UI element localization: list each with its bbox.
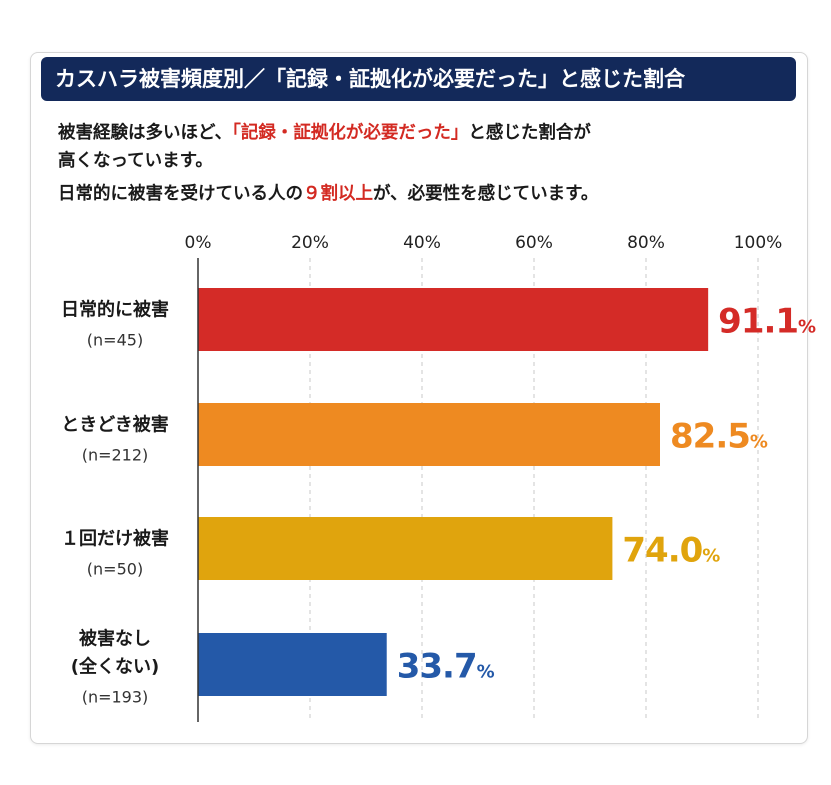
tick-label: 60% [515,233,553,253]
description-highlight: 「記録・証拠化が必要だった」 [232,123,469,143]
description-text: 被害経験は多いほど、 [58,123,233,143]
data-label: 91.1% [718,302,816,342]
category-n-label: (n=50) [87,560,143,579]
category-label: ときどき被害 [61,414,168,436]
category-label: 日常的に被害 [61,299,169,321]
tick-label: 80% [627,233,665,253]
category-n-label: (n=193) [82,688,149,707]
bar [198,403,660,466]
data-label: 82.5% [670,417,768,457]
category-n-label: (n=45) [87,331,143,350]
chart-card [30,52,808,744]
bar [198,517,613,580]
description-text: と感じた割合が [468,123,591,143]
tick-label: 0% [185,233,212,253]
bar [198,288,709,351]
description-line-3: 日常的に被害を受けている人の９割以上が、必要性を感じています。 [58,181,598,207]
description-line-1: 被害経験は多いほど、「記録・証拠化が必要だった」と感じた割合が [58,120,591,146]
bar [198,633,387,696]
data-label: 74.0% [622,531,720,571]
tick-label: 40% [403,233,441,253]
description-text: が、必要性を感じています。 [373,184,599,204]
description-text: 日常的に被害を受けている人の [58,184,303,204]
category-n-label: (n=212) [82,446,149,465]
category-label: (全くない) [71,656,159,678]
chart-title-banner: カスハラ被害頻度別／「記録・証拠化が必要だった」と感じた割合 [41,57,796,101]
category-label: 被害なし [79,628,151,650]
tick-label: 20% [291,233,329,253]
chart-title: カスハラ被害頻度別／「記録・証拠化が必要だった」と感じた割合 [55,67,685,91]
description-highlight: ９割以上 [303,184,373,204]
category-label: １回だけ被害 [61,528,169,550]
description-text: 高くなっています。 [58,151,213,171]
data-label: 33.7% [397,647,495,687]
description-line-2: 高くなっています。 [58,148,213,174]
tick-label: 100% [734,233,783,253]
